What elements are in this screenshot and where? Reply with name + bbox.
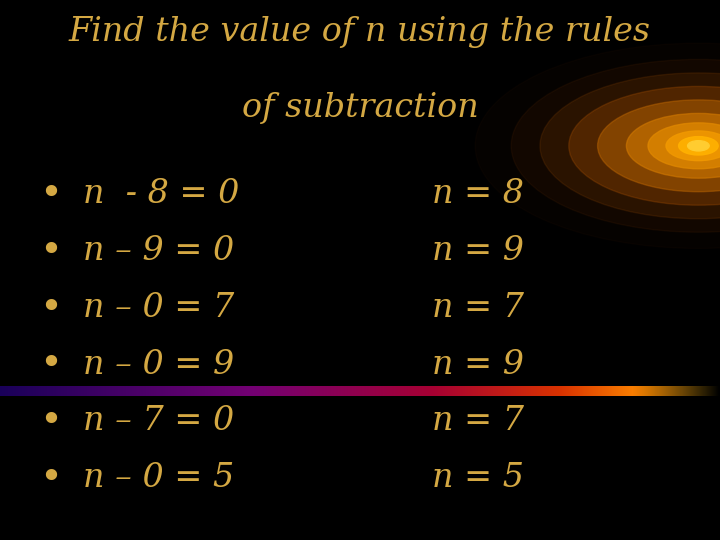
Ellipse shape xyxy=(511,59,720,232)
Ellipse shape xyxy=(648,123,720,168)
Text: n – 7 = 0: n – 7 = 0 xyxy=(83,405,234,437)
Ellipse shape xyxy=(598,100,720,192)
Text: n = 9: n = 9 xyxy=(432,235,524,267)
Text: n – 0 = 7: n – 0 = 7 xyxy=(83,292,234,324)
Ellipse shape xyxy=(569,86,720,205)
Text: •: • xyxy=(39,232,62,270)
Ellipse shape xyxy=(475,43,720,248)
Ellipse shape xyxy=(679,137,718,155)
Text: n = 7: n = 7 xyxy=(432,292,524,324)
Text: n  - 8 = 0: n - 8 = 0 xyxy=(83,178,239,211)
Ellipse shape xyxy=(626,113,720,178)
Text: n = 7: n = 7 xyxy=(432,405,524,437)
Ellipse shape xyxy=(688,140,709,151)
Text: n = 9: n = 9 xyxy=(432,348,524,381)
Text: •: • xyxy=(39,289,62,327)
Text: Find the value of n using the rules: Find the value of n using the rules xyxy=(69,16,651,48)
Ellipse shape xyxy=(666,131,720,161)
Text: n – 9 = 0: n – 9 = 0 xyxy=(83,235,234,267)
Text: •: • xyxy=(39,176,62,213)
Text: of subtraction: of subtraction xyxy=(242,92,478,124)
Text: n – 0 = 9: n – 0 = 9 xyxy=(83,348,234,381)
Text: •: • xyxy=(39,402,62,440)
Ellipse shape xyxy=(540,73,720,219)
Text: n – 0 = 5: n – 0 = 5 xyxy=(83,462,234,494)
Text: n = 8: n = 8 xyxy=(432,178,524,211)
Text: •: • xyxy=(39,346,62,383)
Text: n = 5: n = 5 xyxy=(432,462,524,494)
Text: •: • xyxy=(39,459,62,497)
